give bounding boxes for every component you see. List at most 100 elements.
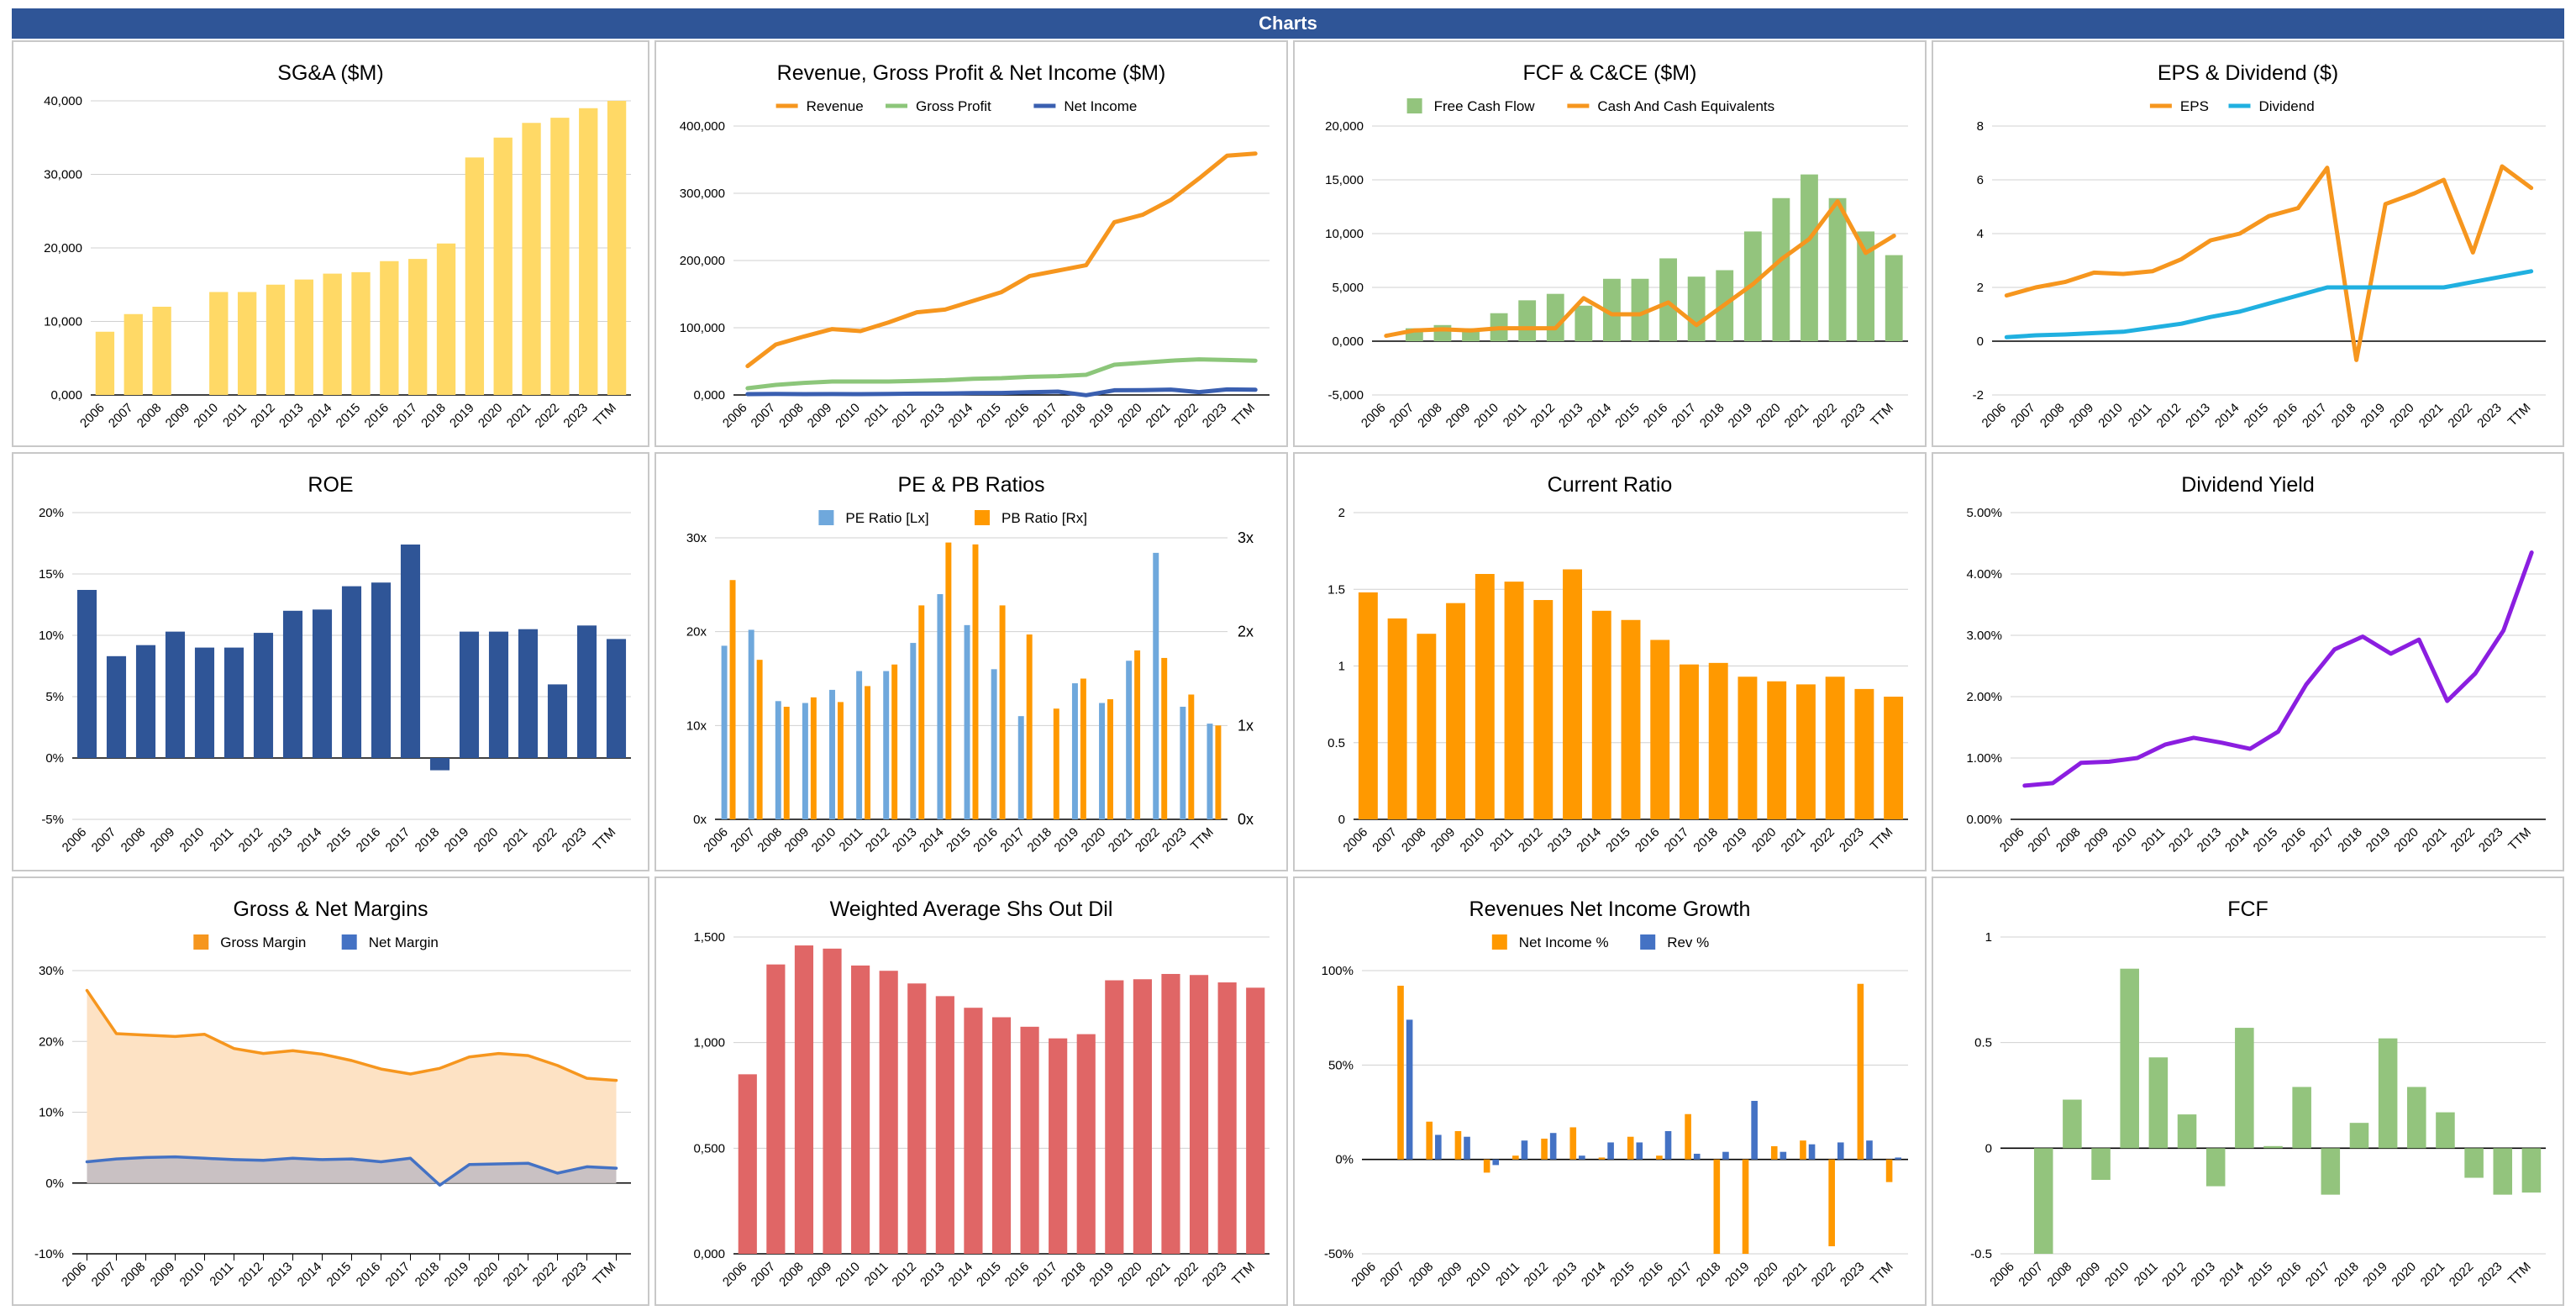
bar-current_ratio <box>1533 600 1553 819</box>
bar-fcf <box>2349 1123 2369 1149</box>
x-tick-label: 2007 <box>728 825 758 855</box>
x-tick-label: 2012 <box>889 401 919 431</box>
legend-label: Free Cash Flow <box>1434 98 1536 114</box>
x-tick-label: 2022 <box>1807 825 1837 855</box>
chart-title: Weighted Average Shs Out Dil <box>830 898 1113 921</box>
bar-shares <box>935 996 954 1254</box>
x-tick-label: 2011 <box>862 1260 891 1289</box>
x-tick-label: 2010 <box>833 401 863 431</box>
bar-pe_pb <box>883 671 890 819</box>
x-tick-label: 2023 <box>560 1260 590 1290</box>
x-tick-label: TTM <box>1868 1260 1896 1288</box>
legend-swatch <box>818 510 834 525</box>
bar-growth <box>1693 1153 1701 1160</box>
bar-pe_pb <box>1071 683 1078 819</box>
bar-pe_pb <box>999 605 1006 819</box>
x-tick-label: TTM <box>2505 401 2534 429</box>
x-tick-label: 2019 <box>442 1260 472 1290</box>
series-line-revenue <box>745 151 1258 369</box>
bar-pe_pb <box>1053 708 1059 819</box>
x-tick-label: 2013 <box>2183 401 2213 431</box>
bar-fcf <box>2464 1148 2484 1178</box>
x-tick-label: 2013 <box>1556 401 1586 431</box>
x-tick-label: 2021 <box>2418 1260 2448 1290</box>
x-tick-label: TTM <box>591 1260 619 1288</box>
x-tick-label: 2016 <box>1641 401 1671 431</box>
bar-current_ratio <box>1884 697 1904 819</box>
bar-pe_pb <box>729 580 736 819</box>
legend-label: Rev % <box>1667 934 1709 950</box>
y-tick-label: 10% <box>39 1106 64 1120</box>
charts-header: Charts <box>12 8 2564 39</box>
bar-growth <box>1512 1155 1519 1160</box>
chart-svg-shares: Weighted Average Shs Out Dil 0,000 0,500 1,… <box>693 898 1270 1290</box>
chart-panel-roe: ROE -5% 0% 5% 10% 15% 20% 2006 2007 2008 2009 2010 2… <box>12 452 649 871</box>
bar-growth <box>1598 1157 1606 1160</box>
chart-svg-growth: Revenues Net Income Growth Net Income % Re… <box>1322 898 1908 1290</box>
bar-current_ratio <box>1358 592 1378 819</box>
bar-fcf <box>2407 1087 2426 1149</box>
bar-current_ratio <box>1767 681 1787 819</box>
legend-label: Net Income <box>1064 98 1137 114</box>
bar-fcf_cce <box>1546 293 1564 341</box>
bar-roe <box>400 544 421 758</box>
bar-growth <box>1800 1140 1806 1160</box>
bar-shares <box>879 971 898 1254</box>
x-tick-label: 2006 <box>701 825 731 855</box>
y-tick-label: 10,000 <box>44 315 82 329</box>
y-tick-label: 20% <box>39 1034 64 1049</box>
bar-growth <box>1435 1134 1442 1160</box>
x-tick-label: 2015 <box>2246 1260 2276 1290</box>
bar-growth <box>1895 1157 1901 1160</box>
bar-growth <box>1397 985 1404 1160</box>
x-tick-label: 2015 <box>1612 401 1643 431</box>
x-tick-label: 2014 <box>2222 825 2253 855</box>
x-tick-label: 2010 <box>809 825 839 855</box>
bar-growth <box>1541 1138 1548 1160</box>
x-tick-label: 2009 <box>1435 1260 1465 1290</box>
x-tick-label: 2022 <box>530 1260 560 1290</box>
x-tick-label: 2009 <box>805 1260 835 1290</box>
x-tick-label: 2023 <box>1837 825 1867 855</box>
x-tick-label: 2019 <box>1722 1260 1753 1290</box>
x-tick-label: 2006 <box>720 1260 750 1290</box>
x-tick-label: 2009 <box>2074 1260 2104 1290</box>
y-tick-label: 2 <box>1977 281 1984 295</box>
y-tick-label: 5,000 <box>1332 281 1364 295</box>
legend-label: Dividend <box>2259 98 2315 114</box>
x-tick-label: 2022 <box>1133 825 1163 855</box>
x-tick-label: 2016 <box>2270 401 2300 431</box>
x-tick-label: 2011 <box>2138 825 2168 855</box>
bar-fcf <box>2321 1148 2341 1195</box>
legend-label: Cash And Cash Equivalents <box>1597 98 1774 114</box>
x-tick-label: 2020 <box>1079 825 1109 855</box>
y-tick-label: 1.00% <box>1966 751 2002 766</box>
x-tick-label: 2010 <box>2095 401 2126 431</box>
bar-fcf_cce <box>1857 231 1875 341</box>
x-tick-label: 2013 <box>2188 1260 2218 1290</box>
bar-sga <box>522 123 541 395</box>
x-tick-label: 2010 <box>2102 1260 2132 1290</box>
bar-fcf_cce <box>1801 174 1818 341</box>
bar-current_ratio <box>1621 619 1641 819</box>
x-tick-label: 2014 <box>305 401 335 431</box>
x-tick-label: 2020 <box>1115 1260 1145 1290</box>
x-tick-label: 2010 <box>177 1260 208 1290</box>
y-tick-label: 1.5 <box>1327 582 1345 597</box>
x-tick-label: 2008 <box>2045 1260 2075 1290</box>
bar-sga <box>493 137 513 395</box>
x-tick-label: 2014 <box>2212 401 2242 431</box>
bar-pe_pb <box>1161 657 1168 819</box>
chart-title: Gross & Net Margins <box>233 898 428 921</box>
x-tick-label: 2012 <box>863 825 893 855</box>
series-area-margins <box>87 1156 617 1186</box>
chart-panel-div_yield: Dividend Yield 0.00% 1.00% 2.00% 3.00% 4.00% 5… <box>1932 452 2564 871</box>
bar-growth <box>1828 1159 1835 1247</box>
x-tick-label: 2006 <box>60 825 90 855</box>
bar-pe_pb <box>910 643 917 819</box>
x-tick-label: 2011 <box>207 1260 236 1289</box>
x-tick-label: 2019 <box>1087 1260 1117 1290</box>
x-tick-label: 2023 <box>1837 1260 1868 1290</box>
bar-fcf <box>2521 1148 2542 1193</box>
